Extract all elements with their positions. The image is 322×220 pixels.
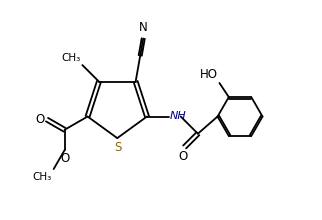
- Text: S: S: [114, 141, 122, 154]
- Text: HO: HO: [200, 68, 218, 81]
- Text: CH₃: CH₃: [33, 172, 52, 181]
- Text: CH₃: CH₃: [61, 53, 80, 64]
- Text: NH: NH: [170, 111, 187, 121]
- Text: O: O: [178, 150, 188, 163]
- Text: O: O: [35, 112, 44, 126]
- Text: O: O: [61, 152, 70, 165]
- Text: N: N: [139, 22, 147, 35]
